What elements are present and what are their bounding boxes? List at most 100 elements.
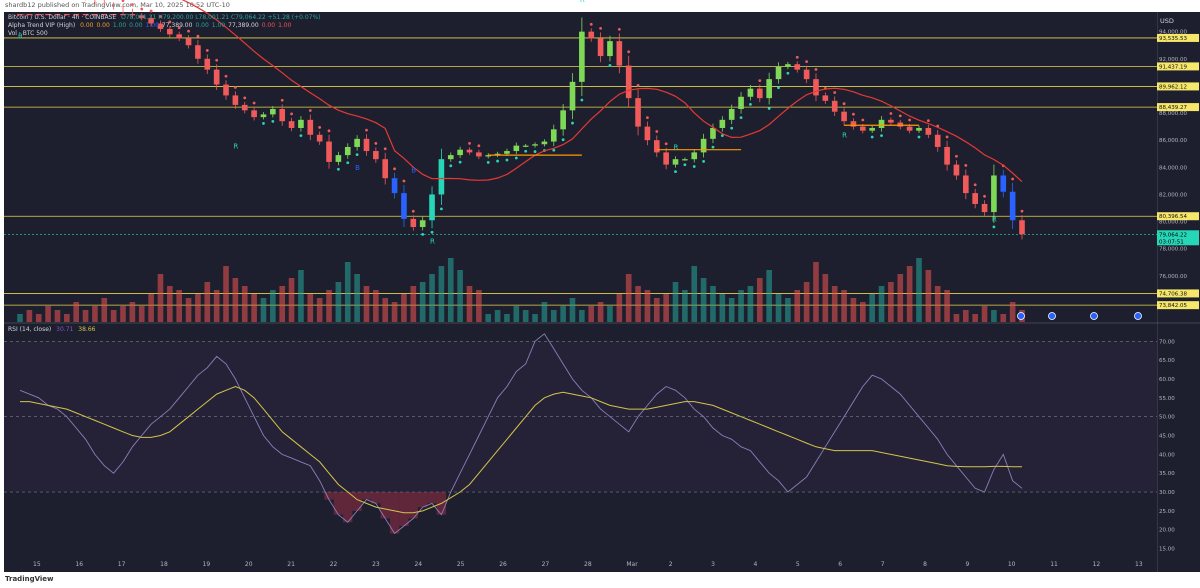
volume-bar [64,314,70,322]
candle-body [438,159,445,195]
signal-dot [964,164,968,167]
volume-bar [897,274,904,322]
volume-bar [841,290,847,322]
volume-bar [288,278,295,322]
volume-label[interactable]: Vol · BTC 500 [8,30,48,37]
level-label: 80,396.54 [1159,214,1187,220]
signal-dot [486,161,490,164]
volume-bar [934,286,941,322]
volume-bar [298,270,304,322]
candle-body [494,153,501,156]
symbol-legend: Bitcoin / U.S. Dollar · 4h · COINBASE O7… [8,14,324,21]
indicator-name[interactable]: Alpha Trend VIP (High) [8,22,76,29]
volume-bar [616,294,623,322]
time-axis-label: 23 [372,561,380,568]
signal-dot [308,109,312,112]
volume-bar [972,314,978,322]
time-axis-label: 22 [330,561,338,568]
signal-dot [683,163,687,167]
rsi-ma-value: 38.66 [78,326,96,333]
signal-dot [758,79,762,83]
level-label: 93,535.53 [1159,36,1187,42]
signal-dot [917,135,921,139]
time-axis-label: 3 [711,561,715,568]
signal-dot [674,170,677,173]
candle-body [944,146,950,165]
volume-bar [157,274,164,322]
volume-bar [831,286,838,322]
volume-bar [466,286,473,322]
rsi-label[interactable]: RSI (14, close) [8,326,52,333]
signal-dot [280,98,284,102]
time-axis-label: 16 [75,561,83,568]
signal-dot [842,102,846,106]
signal-dot [505,158,509,162]
candle-body [588,31,595,39]
volume-bar [110,310,117,322]
candle-body [644,126,651,141]
time-axis-label: 13 [1135,561,1143,568]
indicator-value: 1.00 [145,22,159,29]
volume-bar [532,314,538,322]
signal-dot [926,119,930,123]
volume-bar [316,298,323,322]
signal-dot [168,20,172,24]
signal-dot [898,114,902,118]
candle-body [251,110,257,118]
signal-dot [702,160,706,163]
signal-dot [992,225,996,229]
volume-bar [494,310,501,322]
rsi-tick-label: 40.00 [1159,452,1175,458]
volume-bar [213,290,220,322]
signal-dot [327,129,331,133]
volume-bar [270,290,276,322]
candle-body [859,126,866,131]
volume-bar [45,306,51,322]
publish-info: shardb12 published on TradingView.com, M… [5,1,230,9]
signal-dot [861,118,865,122]
volume-bar [167,286,173,322]
candle-body [785,64,791,67]
volume-bar [906,266,913,322]
rsi-tick-label: 60.00 [1159,377,1175,383]
rsi-tick-label: 15.00 [1159,547,1175,553]
indicator-value: 77,389.00 [228,22,259,29]
volume-legend: Vol · BTC 500 [8,30,51,37]
candle-body [916,127,922,131]
signal-dot [383,147,387,151]
time-axis-label: 12 [1093,561,1101,568]
signal-dot [739,116,743,120]
currency-label[interactable]: USD [1160,17,1174,25]
signal-dot [777,86,780,90]
signal-label: R [674,144,679,152]
volume-bar [195,294,201,322]
signal-dot [908,118,912,122]
signal-dot [833,91,837,94]
volume-bar [682,290,688,322]
volume-bar [476,290,482,322]
volume-bar [560,306,566,322]
candle-body [700,138,707,153]
candle-body [185,38,192,46]
candle-body [560,110,566,130]
rsi-tick-label: 50.00 [1159,415,1175,421]
volume-bar [391,302,398,322]
signal-dot [599,26,602,30]
volume-bar [625,274,632,322]
countdown-label: 03:07:51 [1159,239,1184,245]
signal-dot [730,126,734,130]
volume-bar [73,302,79,322]
indicator-value: 1.00 [278,22,292,29]
time-axis-label: 10 [1008,561,1016,568]
signal-dot [571,121,574,125]
candle-body [354,138,360,147]
candle-body [522,145,529,147]
signal-dot [795,55,799,59]
signal-dot [215,58,219,62]
volume-bar [223,266,229,322]
signal-dot [458,160,462,164]
volume-bar [822,274,829,322]
candle-body [710,127,716,139]
moving-average-line [181,0,1023,183]
